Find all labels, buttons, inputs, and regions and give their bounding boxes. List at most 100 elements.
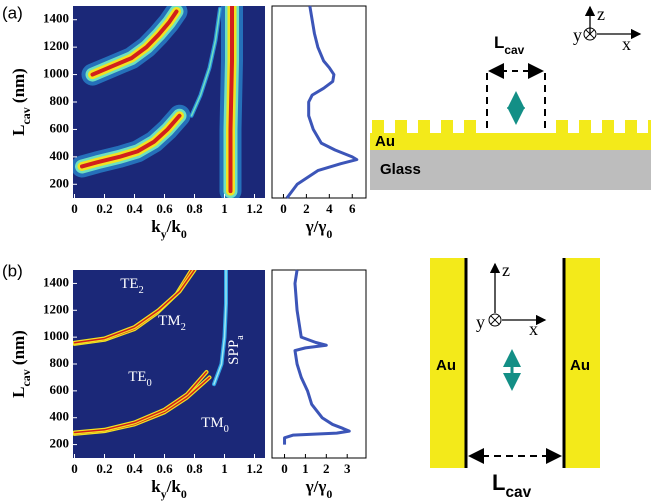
grating-tooth bbox=[395, 120, 407, 134]
y-tick-label: 1400 bbox=[43, 11, 69, 26]
x-tick-label: 0.6 bbox=[156, 201, 173, 216]
y-tick-label: 600 bbox=[50, 382, 70, 397]
x-tick-label: 6 bbox=[349, 201, 356, 216]
wall-label: Au bbox=[570, 357, 590, 374]
x-tick-label: 3 bbox=[344, 461, 351, 476]
y-tick-label: 1000 bbox=[43, 328, 69, 343]
grating-tooth bbox=[441, 120, 453, 134]
x-tick-label: 1.2 bbox=[246, 201, 262, 216]
text-part: TE bbox=[120, 276, 138, 292]
axis-z-label: z bbox=[597, 4, 605, 24]
x-tick-label: 4 bbox=[326, 201, 333, 216]
x-tick-label: 0 bbox=[71, 461, 78, 476]
gold-wall bbox=[565, 258, 600, 468]
x-tick-label: 0 bbox=[71, 201, 78, 216]
text-part: L bbox=[9, 387, 28, 398]
axis-y-cross bbox=[490, 315, 500, 325]
grating-tooth bbox=[625, 120, 637, 134]
text-part: k bbox=[151, 477, 161, 496]
axis-x-label: x bbox=[622, 34, 631, 54]
text-part: cav bbox=[19, 107, 33, 124]
annotation: TE0 bbox=[128, 369, 152, 388]
ridge bbox=[228, 6, 234, 194]
wall-label: Au bbox=[436, 357, 456, 374]
text-part: 2 bbox=[181, 322, 186, 333]
grating-tooth bbox=[556, 120, 568, 134]
plot-frame bbox=[271, 5, 367, 199]
y-tick-label: 1200 bbox=[43, 301, 69, 316]
grating bbox=[372, 120, 651, 134]
axis-y-label: y bbox=[573, 25, 582, 45]
gold-wall bbox=[430, 258, 465, 468]
axis-y bbox=[488, 313, 502, 327]
curve bbox=[285, 5, 359, 199]
ridge bbox=[90, 9, 179, 77]
text-part: TM bbox=[158, 313, 181, 329]
axis-y bbox=[583, 27, 597, 41]
x-tick-label: 0.4 bbox=[126, 461, 143, 476]
text-part: L bbox=[494, 33, 504, 52]
y-tick-label: 800 bbox=[50, 355, 70, 370]
text-part: cav bbox=[19, 369, 33, 386]
x-tick-label: 0 bbox=[281, 461, 288, 476]
x-tick-label: 0.2 bbox=[96, 461, 112, 476]
y-tick-label: 1200 bbox=[43, 38, 69, 53]
x-axis-label: ky/k0 bbox=[151, 477, 187, 501]
heatmap-layer bbox=[73, 6, 243, 198]
ridge bbox=[213, 270, 227, 385]
x-axis-label: ky/k0 bbox=[151, 217, 187, 241]
text-part: 2 bbox=[139, 285, 144, 296]
plot-frame bbox=[271, 269, 367, 459]
text-part: /k bbox=[166, 217, 182, 236]
ridge bbox=[190, 7, 221, 117]
annotation: TE2 bbox=[120, 276, 144, 295]
text-part: k bbox=[151, 217, 161, 236]
ridge bbox=[73, 371, 208, 434]
diagram-a: Au Glass Lcav z y x bbox=[370, 4, 651, 190]
x-axis-label: γ/γ0 bbox=[305, 217, 333, 241]
text-part: 0 bbox=[326, 487, 332, 501]
axis-z-label: z bbox=[502, 260, 510, 280]
cavity-label: Lcav bbox=[494, 33, 525, 57]
text-part: 0 bbox=[224, 424, 229, 435]
x-axis-label: γ/γ0 bbox=[305, 477, 333, 501]
layer-label: Au bbox=[375, 133, 395, 150]
y-tick-label: 1400 bbox=[43, 274, 69, 289]
axis-y-cross bbox=[585, 29, 595, 39]
text-part: γ/γ bbox=[305, 217, 327, 236]
text-part: cav bbox=[505, 484, 531, 501]
grating-tooth bbox=[602, 120, 614, 134]
text-part: SPP bbox=[226, 340, 242, 365]
ridge bbox=[80, 113, 182, 169]
axis-x-label: x bbox=[529, 319, 538, 339]
grating-tooth bbox=[418, 120, 430, 134]
substrate-label: Glass bbox=[380, 161, 421, 178]
text-part: TM bbox=[201, 415, 224, 431]
gold-layer bbox=[370, 133, 651, 150]
x-tick-label: 0.8 bbox=[186, 201, 203, 216]
x-tick-label: 0.2 bbox=[96, 201, 112, 216]
text-part: 0 bbox=[181, 487, 187, 501]
y-tick-label: 600 bbox=[50, 120, 70, 135]
annotation: TM0 bbox=[201, 415, 229, 434]
y-tick-label: 400 bbox=[50, 409, 70, 424]
glass-layer bbox=[370, 150, 651, 190]
text-part: L bbox=[492, 470, 505, 495]
panel-label: (a) bbox=[2, 3, 23, 22]
text-part: TE bbox=[128, 369, 146, 385]
x-tick-label: 1 bbox=[221, 201, 228, 216]
x-tick-label: 0.4 bbox=[126, 201, 143, 216]
y-tick-label: 1000 bbox=[43, 66, 69, 81]
grating-tooth bbox=[579, 120, 591, 134]
x-tick-label: 0.6 bbox=[156, 461, 173, 476]
x-tick-label: 0.8 bbox=[186, 461, 203, 476]
grating-tooth bbox=[464, 120, 476, 134]
x-tick-label: 2 bbox=[303, 201, 310, 216]
heatmap-layer bbox=[73, 270, 228, 436]
text-part: y bbox=[161, 487, 167, 501]
text-part: cav bbox=[504, 43, 524, 57]
curve bbox=[283, 269, 351, 445]
text-part: L bbox=[9, 125, 28, 136]
text-part: a bbox=[235, 335, 246, 340]
